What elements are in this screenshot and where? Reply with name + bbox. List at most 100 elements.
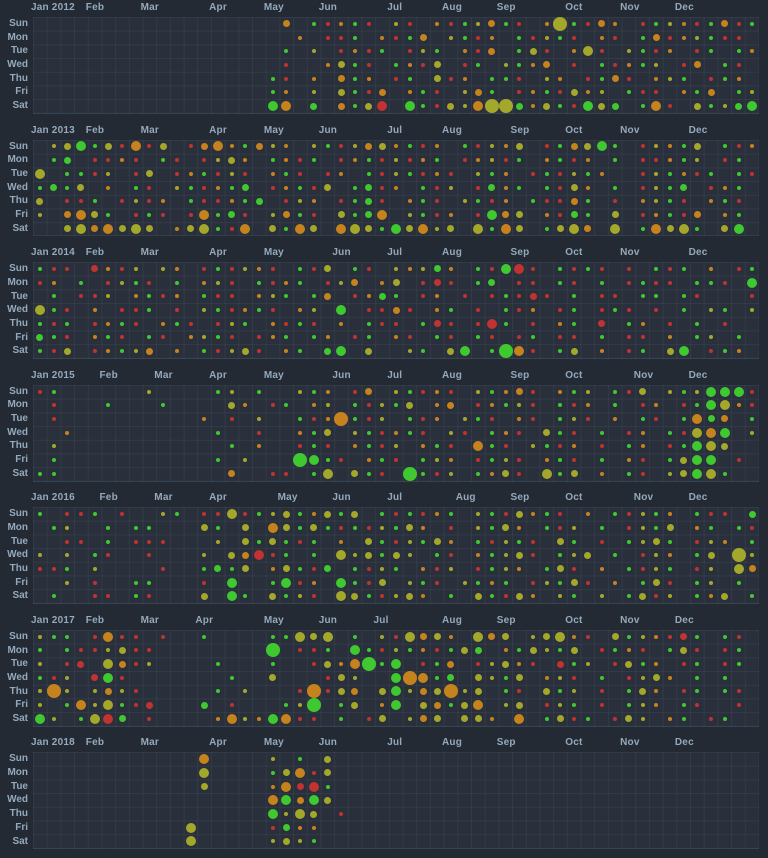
dot[interactable] (215, 212, 220, 217)
dot[interactable] (503, 594, 508, 599)
dot[interactable] (709, 594, 714, 599)
dot[interactable] (489, 675, 494, 680)
dot[interactable] (736, 49, 741, 54)
dot[interactable] (174, 171, 179, 176)
dot[interactable] (229, 199, 234, 204)
dot[interactable] (668, 444, 673, 449)
dot[interactable] (736, 199, 741, 204)
dot[interactable] (103, 631, 114, 642)
dot[interactable] (731, 548, 746, 563)
dot[interactable] (322, 468, 333, 479)
dot[interactable] (243, 308, 248, 313)
dot[interactable] (707, 88, 715, 96)
dot[interactable] (339, 512, 344, 517)
dot[interactable] (461, 646, 469, 654)
dot[interactable] (709, 539, 714, 544)
dot[interactable] (681, 171, 686, 176)
dot[interactable] (241, 565, 249, 573)
dot[interactable] (298, 757, 303, 762)
dot[interactable] (118, 715, 126, 723)
dot[interactable] (435, 104, 440, 109)
dot[interactable] (284, 349, 289, 354)
dot[interactable] (503, 199, 508, 204)
dot[interactable] (558, 580, 563, 585)
dot[interactable] (407, 335, 412, 340)
dot[interactable] (380, 49, 385, 54)
dot[interactable] (352, 335, 357, 340)
dot[interactable] (336, 223, 347, 234)
dot[interactable] (722, 144, 727, 149)
dot[interactable] (243, 716, 248, 721)
dot[interactable] (159, 142, 167, 150)
dot[interactable] (572, 594, 577, 599)
dot[interactable] (104, 687, 112, 695)
dot[interactable] (517, 458, 522, 463)
dot[interactable] (407, 648, 412, 653)
dot[interactable] (585, 389, 590, 394)
dot[interactable] (695, 580, 700, 585)
dot[interactable] (406, 401, 414, 409)
dot[interactable] (640, 212, 645, 217)
dot[interactable] (750, 144, 755, 149)
dot[interactable] (34, 168, 45, 179)
dot[interactable] (585, 21, 590, 26)
dot[interactable] (133, 212, 138, 217)
dot[interactable] (572, 458, 577, 463)
dot[interactable] (174, 294, 179, 299)
dot[interactable] (215, 321, 220, 326)
dot[interactable] (693, 211, 701, 219)
dot[interactable] (668, 648, 673, 653)
dot[interactable] (394, 430, 399, 435)
dot[interactable] (476, 662, 481, 667)
dot[interactable] (120, 266, 125, 271)
dot[interactable] (103, 700, 114, 711)
dot[interactable] (570, 142, 578, 150)
dot[interactable] (722, 321, 727, 326)
dot[interactable] (585, 634, 590, 639)
dot[interactable] (692, 413, 703, 424)
dot[interactable] (652, 674, 660, 682)
dot[interactable] (489, 539, 494, 544)
dot[interactable] (366, 525, 371, 530)
dot[interactable] (695, 634, 700, 639)
dot[interactable] (531, 171, 536, 176)
dot[interactable] (443, 684, 458, 699)
dot[interactable] (719, 386, 730, 397)
dot[interactable] (709, 49, 714, 54)
dot[interactable] (558, 444, 563, 449)
dot[interactable] (640, 458, 645, 463)
dot[interactable] (243, 199, 248, 204)
dot[interactable] (626, 648, 631, 653)
dot[interactable] (214, 565, 222, 573)
dot[interactable] (447, 102, 455, 110)
dot[interactable] (462, 104, 467, 109)
dot[interactable] (308, 795, 319, 806)
dot[interactable] (599, 335, 604, 340)
dot[interactable] (421, 580, 426, 585)
dot[interactable] (147, 580, 152, 585)
dot[interactable] (640, 525, 645, 530)
dot[interactable] (377, 101, 388, 112)
dot[interactable] (585, 416, 590, 421)
dot[interactable] (366, 716, 371, 721)
dot[interactable] (37, 553, 42, 558)
dot[interactable] (626, 566, 631, 571)
dot[interactable] (120, 308, 125, 313)
dot[interactable] (531, 512, 536, 517)
dot[interactable] (558, 675, 563, 680)
dot[interactable] (544, 76, 549, 81)
dot[interactable] (598, 320, 606, 328)
dot[interactable] (503, 321, 508, 326)
dot[interactable] (544, 703, 549, 708)
dot[interactable] (407, 389, 412, 394)
dot[interactable] (678, 223, 689, 234)
dot[interactable] (406, 225, 414, 233)
dot[interactable] (722, 62, 727, 67)
dot[interactable] (709, 349, 714, 354)
dot[interactable] (680, 456, 688, 464)
dot[interactable] (311, 158, 316, 163)
dot[interactable] (161, 335, 166, 340)
dot[interactable] (394, 634, 399, 639)
dot[interactable] (695, 294, 700, 299)
dot[interactable] (515, 102, 523, 110)
